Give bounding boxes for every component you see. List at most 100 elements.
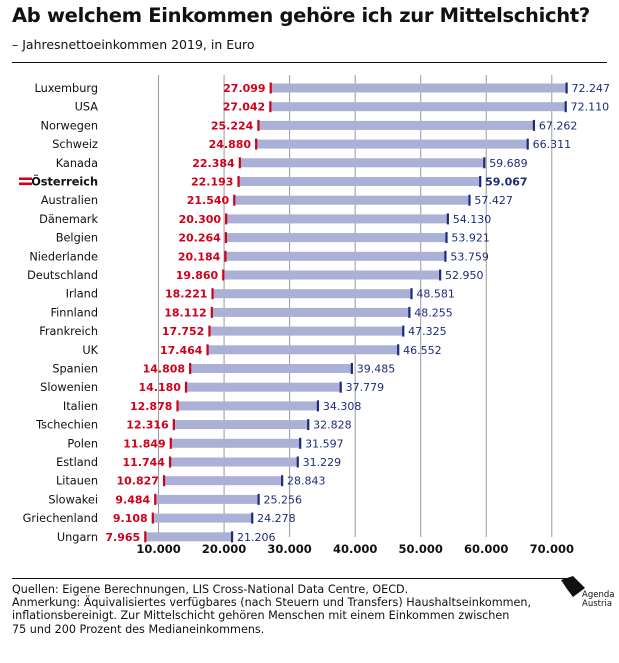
high-marker <box>296 456 299 468</box>
high-marker <box>230 531 234 543</box>
low-marker <box>168 456 172 468</box>
logo-mark-icon <box>561 576 585 597</box>
high-value-label: 21.206 <box>237 531 276 544</box>
high-value-label: 53.921 <box>451 232 490 245</box>
high-marker <box>410 288 413 300</box>
range-bar <box>173 420 309 430</box>
category-label: Litauen <box>56 475 98 488</box>
range-bar <box>212 289 412 299</box>
range-bar <box>152 513 253 523</box>
low-marker <box>189 363 192 374</box>
high-value-label: 31.597 <box>305 437 344 450</box>
range-bar <box>239 158 485 168</box>
high-value-label: 48.581 <box>416 288 455 301</box>
high-value-label: 72.247 <box>572 82 611 95</box>
category-label: Spanien <box>52 363 98 376</box>
low-value-label: 27.099 <box>223 82 265 95</box>
low-value-label: 21.540 <box>187 194 230 207</box>
range-bar <box>226 214 448 224</box>
category-label: Irland <box>66 288 98 301</box>
high-marker <box>316 400 320 412</box>
low-value-label: 18.221 <box>165 288 207 301</box>
high-marker <box>446 213 449 225</box>
low-value-label: 12.316 <box>126 419 169 432</box>
high-value-label: 39.485 <box>357 363 396 376</box>
range-bar <box>238 177 481 186</box>
high-marker <box>532 119 536 131</box>
category-label: Ungarn <box>57 531 98 544</box>
low-marker <box>208 325 211 337</box>
high-value-label: 47.325 <box>408 325 447 338</box>
category-label: Tschechien <box>35 419 98 432</box>
high-value-label: 24.278 <box>257 512 296 525</box>
high-marker <box>299 437 302 449</box>
range-bar-chart: 10.000 20.000 30.000 40.000 50.000 60.000 70.0… <box>19 75 611 556</box>
low-value-label: 25.224 <box>211 119 254 132</box>
high-marker <box>307 419 310 431</box>
low-marker <box>222 269 225 281</box>
low-value-label: 20.184 <box>178 250 221 263</box>
x-tick-label: 10.000 <box>136 542 180 556</box>
category-label: Estland <box>56 456 98 469</box>
category-label: Griechenland <box>23 512 98 525</box>
low-value-label: 18.112 <box>164 306 206 319</box>
high-value-label: 54.130 <box>453 213 492 226</box>
austria-flag-icon <box>19 177 32 186</box>
low-value-label: 14.808 <box>143 363 185 376</box>
high-value-label: 34.308 <box>323 400 362 413</box>
range-bar <box>207 345 399 355</box>
high-value-label: 25.256 <box>264 493 303 506</box>
high-value-label: 67.262 <box>539 119 578 132</box>
top-rule <box>12 62 607 63</box>
low-marker <box>224 250 227 262</box>
low-marker <box>233 194 236 206</box>
low-marker <box>225 213 228 225</box>
range-bar <box>225 233 447 243</box>
low-value-label: 9.484 <box>115 493 150 506</box>
range-bar <box>163 476 283 486</box>
high-value-label: 59.689 <box>489 157 528 170</box>
low-value-label: 22.193 <box>191 176 233 189</box>
low-marker <box>206 344 209 356</box>
x-tick-label: 20.000 <box>202 542 246 556</box>
low-value-label: 20.264 <box>178 232 221 245</box>
low-value-label: 11.744 <box>123 456 166 469</box>
high-value-label: 52.950 <box>445 269 484 282</box>
range-bar <box>185 382 341 392</box>
range-bar <box>169 457 298 467</box>
high-marker <box>483 157 486 169</box>
chart-title: Ab welchem Einkommen gehöre ich zur Mitt… <box>12 4 590 27</box>
category-label: Frankreich <box>39 325 98 338</box>
low-value-label: 7.965 <box>105 531 140 544</box>
category-label: Slowenien <box>40 381 98 394</box>
low-value-label: 14.180 <box>138 381 181 394</box>
high-marker <box>444 250 447 262</box>
low-value-label: 19.860 <box>176 269 219 282</box>
low-marker <box>169 437 172 449</box>
range-bar <box>177 401 318 411</box>
high-value-label: 72.110 <box>571 101 610 114</box>
low-marker <box>176 400 179 412</box>
category-label: Italien <box>63 400 98 413</box>
high-marker <box>468 194 471 206</box>
x-tick-label: 40.000 <box>333 542 377 556</box>
category-label: Finnland <box>50 306 98 319</box>
range-bar <box>258 120 534 130</box>
low-marker <box>151 512 154 524</box>
low-marker <box>257 119 260 131</box>
logo-line-1: Agenda <box>582 590 615 600</box>
high-marker <box>257 493 260 505</box>
low-value-label: 12.878 <box>130 400 172 413</box>
high-marker <box>526 138 529 150</box>
high-value-label: 46.552 <box>403 344 442 357</box>
low-value-label: 10.827 <box>117 475 159 488</box>
low-marker <box>238 157 241 169</box>
low-marker <box>172 419 175 431</box>
high-value-label: 31.229 <box>303 456 342 469</box>
high-marker <box>565 82 568 94</box>
low-value-label: 11.849 <box>123 437 165 450</box>
low-value-label: 17.464 <box>160 344 203 357</box>
high-marker <box>339 381 342 393</box>
category-label: Polen <box>67 437 98 450</box>
range-bar <box>225 251 446 261</box>
